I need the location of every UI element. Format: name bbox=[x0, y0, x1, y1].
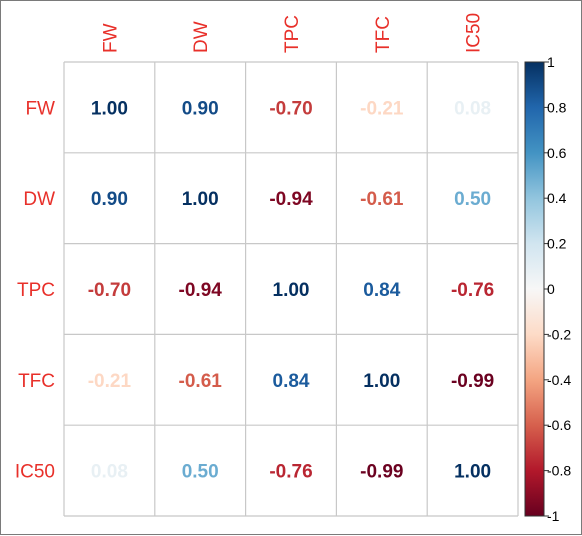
cell-value-ic50-tpc: -0.76 bbox=[269, 462, 312, 483]
column-labels: FW DW TPC TFC IC50 bbox=[100, 13, 484, 53]
cell-value-dw-ic50: 0.50 bbox=[454, 189, 491, 210]
cell-value-tfc-tfc: 1.00 bbox=[363, 371, 400, 392]
cell-value-tfc-dw: -0.61 bbox=[179, 371, 223, 392]
cell-value-fw-tpc: -0.70 bbox=[269, 98, 312, 119]
cell-value-fw-fw: 1.00 bbox=[91, 98, 128, 119]
colorbar-tick-label: -0.2 bbox=[547, 326, 571, 342]
column-label-tfc: TFC bbox=[373, 16, 394, 53]
cell-value-ic50-ic50: 1.00 bbox=[454, 462, 491, 483]
column-label-tpc: TPC bbox=[282, 15, 303, 53]
column-label-ic50: IC50 bbox=[464, 13, 485, 53]
cell-value-ic50-dw: 0.50 bbox=[182, 462, 219, 483]
colorbar-tick-label: -1 bbox=[547, 508, 560, 524]
cell-value-tpc-tpc: 1.00 bbox=[273, 280, 310, 301]
colorbar-tick-label: -0.4 bbox=[547, 372, 571, 388]
row-label-dw: DW bbox=[23, 189, 55, 210]
cell-value-dw-tfc: -0.61 bbox=[360, 189, 404, 210]
cell-value-ic50-tfc: -0.99 bbox=[360, 462, 403, 483]
cell-value-tfc-tpc: 0.84 bbox=[273, 371, 310, 392]
row-label-tfc: TFC bbox=[18, 371, 55, 392]
colorbar-tick-label: 1 bbox=[547, 54, 555, 70]
colorbar-tick-label: 0.8 bbox=[547, 99, 567, 115]
colorbar-tick-label: -0.6 bbox=[547, 417, 571, 433]
colorbar: 1 0.8 0.6 0.4 0.2 0 -0.2 -0.4 -0.6 -0.8 -1 bbox=[524, 54, 571, 524]
cell-value-fw-tfc: -0.21 bbox=[360, 98, 404, 119]
colorbar-gradient bbox=[524, 61, 545, 517]
column-label-fw: FW bbox=[100, 23, 121, 53]
cell-value-tpc-fw: -0.70 bbox=[88, 280, 131, 301]
colorbar-tick-label: 0 bbox=[547, 281, 555, 297]
cell-value-fw-dw: 0.90 bbox=[182, 98, 219, 119]
column-label-dw: DW bbox=[191, 21, 212, 53]
cell-value-tfc-fw: -0.21 bbox=[88, 371, 132, 392]
colorbar-tick-label: -0.8 bbox=[547, 463, 571, 479]
cell-value-tpc-dw: -0.94 bbox=[179, 280, 223, 301]
colorbar-tick-label: 0.2 bbox=[547, 236, 567, 252]
cell-value-tpc-ic50: -0.76 bbox=[451, 280, 494, 301]
row-label-ic50: IC50 bbox=[15, 462, 55, 483]
cell-value-ic50-fw: 0.08 bbox=[91, 462, 128, 483]
row-labels: FW DW TPC TFC IC50 bbox=[15, 98, 55, 482]
cell-value-dw-fw: 0.90 bbox=[91, 189, 128, 210]
colorbar-tick-label: 0.6 bbox=[547, 145, 567, 161]
cell-values: 1.00 0.90 -0.70 -0.21 0.08 0.90 1.00 -0.94 -0.61… bbox=[88, 98, 495, 482]
cell-value-tfc-ic50: -0.99 bbox=[451, 371, 494, 392]
row-label-fw: FW bbox=[25, 98, 55, 119]
grid-lines bbox=[63, 61, 519, 517]
cell-value-dw-dw: 1.00 bbox=[182, 189, 219, 210]
cell-value-fw-ic50: 0.08 bbox=[454, 98, 491, 119]
cell-value-tpc-tfc: 0.84 bbox=[363, 280, 400, 301]
cell-value-dw-tpc: -0.94 bbox=[269, 189, 313, 210]
colorbar-tick-label: 0.4 bbox=[547, 190, 567, 206]
row-label-tpc: TPC bbox=[17, 280, 55, 301]
